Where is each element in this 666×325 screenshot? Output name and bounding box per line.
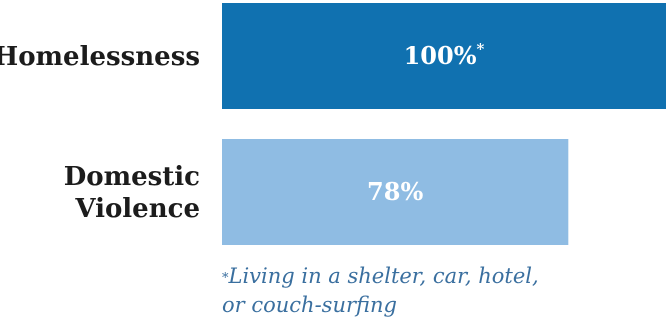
category-label-1: Homelessness [0, 42, 200, 72]
bar-2 [222, 139, 569, 245]
bar-1 [222, 3, 666, 109]
footnote-text-line2: or couch-surfing [222, 293, 397, 317]
bar-value-label-2: 78% [367, 177, 423, 206]
footnote: *Living in a shelter, car, hotel, or cou… [222, 262, 622, 320]
category-label-2: Domestic Violence [64, 162, 200, 224]
chart-canvas: 100%* Homelessness 78% Domestic Violence [0, 3, 666, 245]
category-label-line: Violence [74, 194, 200, 224]
footnote-text-line1: Living in a shelter, car, hotel, [228, 264, 539, 288]
footnote-mark: * [222, 271, 229, 286]
bar-value-footnote-mark-1: * [477, 40, 485, 58]
category-label-line: Domestic [64, 162, 200, 192]
category-label-line: Homelessness [0, 42, 200, 72]
bar-value-label-1: 100%* [404, 40, 485, 70]
